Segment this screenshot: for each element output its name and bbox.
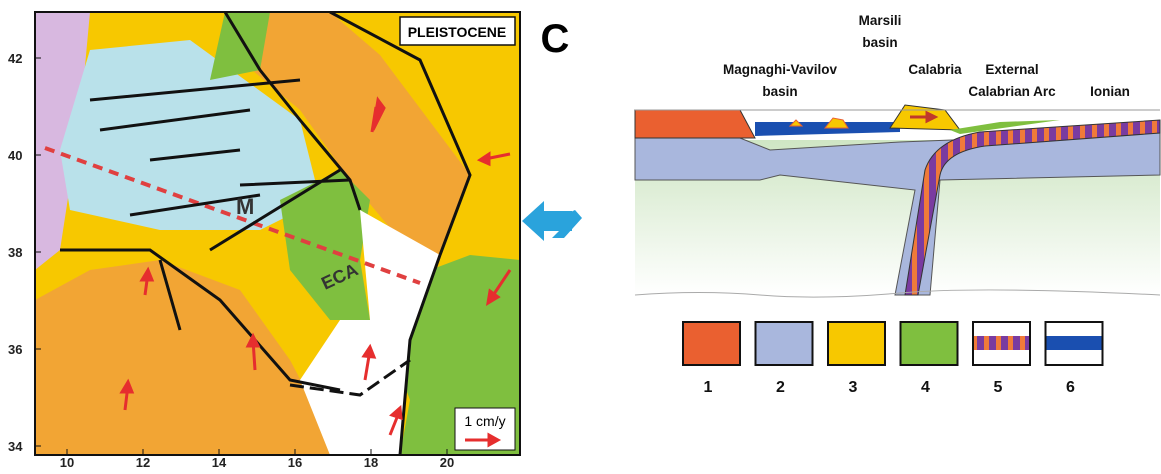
x-tick-label: 18 bbox=[364, 455, 378, 469]
legend-swatch-band bbox=[974, 336, 1029, 350]
figure: PLEISTOCENE C M ECA 1 cm/y 4240383634101… bbox=[0, 0, 1161, 469]
x-tick-label: 12 bbox=[136, 455, 150, 469]
cross-section bbox=[635, 105, 1160, 297]
legend-number: 6 bbox=[1066, 379, 1075, 396]
legend-swatch-band bbox=[1047, 336, 1102, 350]
legend-number: 4 bbox=[921, 379, 930, 396]
x-tick-label: 14 bbox=[212, 455, 227, 469]
panel-letter: C bbox=[541, 17, 570, 61]
section-label: Calabria bbox=[908, 62, 962, 77]
legend-number: 2 bbox=[776, 379, 785, 396]
section-label: Calabrian Arc bbox=[968, 84, 1056, 99]
y-tick-label: 42 bbox=[8, 51, 22, 66]
section-label: basin bbox=[862, 35, 897, 50]
section-label: Ionian bbox=[1090, 84, 1130, 99]
x-tick-label: 20 bbox=[440, 455, 454, 469]
section-label: Marsili bbox=[859, 13, 902, 28]
legend-number: 1 bbox=[704, 379, 713, 396]
y-tick-label: 38 bbox=[8, 245, 22, 260]
y-tick-label: 40 bbox=[8, 148, 22, 163]
section-label: basin bbox=[762, 84, 797, 99]
x-tick-label: 16 bbox=[288, 455, 302, 469]
map-title: PLEISTOCENE bbox=[408, 24, 507, 40]
region-label: M bbox=[236, 194, 254, 219]
scale-label: 1 cm/y bbox=[464, 413, 505, 429]
section-label: Magnaghi-Vavilov bbox=[723, 62, 838, 77]
legend-number: 3 bbox=[849, 379, 858, 396]
y-tick-label: 36 bbox=[8, 342, 22, 357]
legend-number: 5 bbox=[994, 379, 1003, 396]
block-1 bbox=[635, 110, 755, 138]
legend-swatch bbox=[683, 322, 740, 365]
legend-swatch bbox=[756, 322, 813, 365]
legend-swatch bbox=[901, 322, 958, 365]
map bbox=[35, 12, 520, 455]
legend-swatch bbox=[828, 322, 885, 365]
x-tick-label: 10 bbox=[60, 455, 74, 469]
y-tick-label: 34 bbox=[8, 439, 23, 454]
section-label: External bbox=[985, 62, 1038, 77]
